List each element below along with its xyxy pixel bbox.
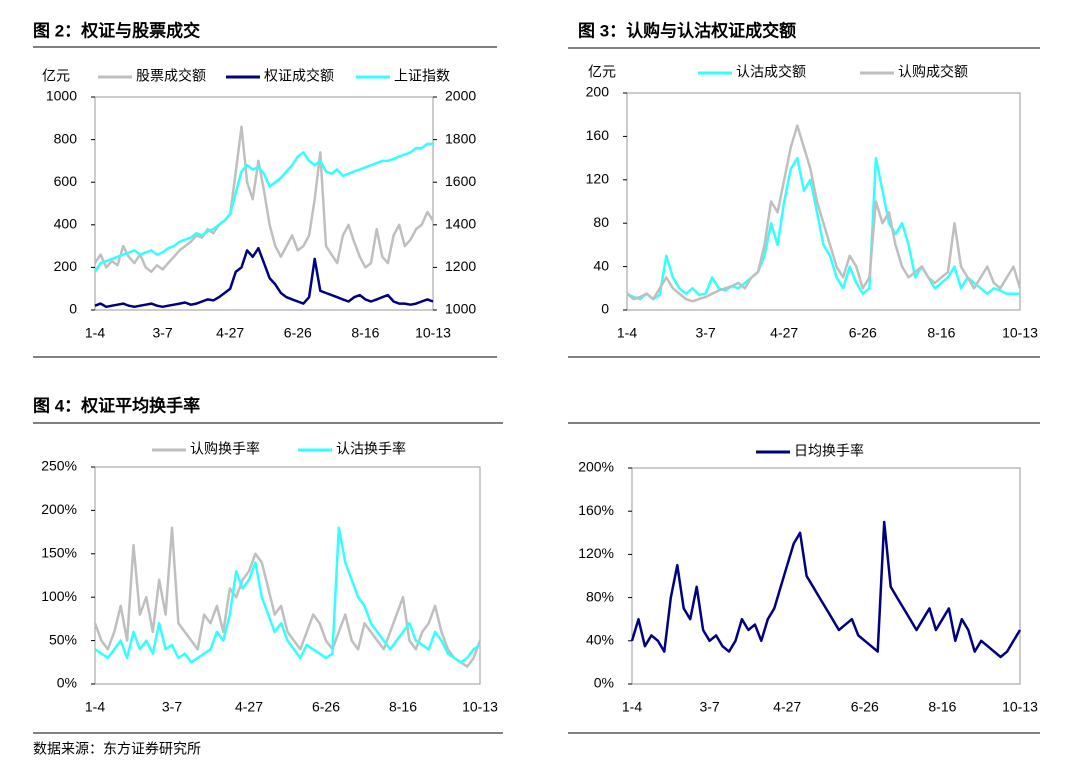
x-tick-label: 8-16 [389, 699, 417, 715]
series-line [93, 526, 482, 668]
series-line [93, 125, 435, 273]
y2-tick-label: 1400 [445, 216, 476, 232]
y-tick-label: 100% [41, 588, 77, 604]
y2-tick-label: 1800 [445, 130, 476, 146]
y-tick-label: 0 [601, 301, 609, 317]
x-tick-label: 1-4 [617, 325, 637, 341]
legend-label: 认购换手率 [190, 441, 260, 457]
y-tick-label: 200 [54, 258, 78, 274]
x-tick-label: 1-4 [85, 699, 105, 715]
y-tick-label: 600 [54, 173, 78, 189]
plot-frame [94, 466, 481, 685]
y-tick-label: 50% [49, 631, 77, 647]
y-tick-label: 800 [54, 130, 78, 146]
y-axis-unit: 亿元 [588, 64, 616, 80]
x-tick-label: 8-16 [927, 325, 955, 341]
legend-label: 认沽换手率 [336, 441, 406, 457]
y-tick-label: 0% [594, 675, 614, 691]
y-tick-label: 150% [41, 545, 77, 561]
y-tick-label: 160 [586, 127, 610, 143]
x-tick-label: 1-4 [622, 699, 642, 715]
y-tick-label: 200 [586, 84, 610, 100]
plot-frame [626, 92, 1021, 311]
x-tick-label: 10-13 [415, 325, 451, 341]
x-tick-label: 8-16 [351, 325, 379, 341]
y-tick-label: 120 [586, 171, 610, 187]
series-line [94, 246, 434, 309]
x-tick-label: 3-7 [695, 325, 715, 341]
y-tick-label: 250% [41, 458, 77, 474]
y-tick-label: 1000 [46, 88, 77, 104]
series-line [94, 526, 481, 664]
series-line [630, 520, 1022, 659]
y-tick-label: 80 [593, 214, 609, 230]
x-tick-label: 4-27 [216, 325, 244, 341]
y-tick-label: 80% [586, 588, 614, 604]
y2-tick-label: 1600 [445, 173, 476, 189]
y-tick-label: 160% [578, 502, 614, 518]
plot-frame [94, 96, 434, 311]
x-tick-label: 6-26 [851, 699, 879, 715]
chart-title: 图 3：认购与认沽权证成交额 [578, 20, 796, 40]
y-tick-label: 40% [586, 632, 614, 648]
x-tick-label: 8-16 [928, 699, 956, 715]
chart-title: 图 2：权证与股票成交 [33, 20, 200, 40]
x-tick-label: 10-13 [462, 699, 498, 715]
plot-frame [631, 467, 1021, 685]
y-tick-label: 0% [57, 675, 77, 691]
legend-label: 认沽成交额 [736, 64, 806, 80]
y-tick-label: 40 [593, 257, 609, 273]
legend-label: 认购成交额 [898, 64, 968, 80]
x-tick-label: 4-27 [235, 699, 263, 715]
x-tick-label: 6-26 [312, 699, 340, 715]
series-line [626, 156, 1020, 301]
x-tick-label: 4-27 [773, 699, 801, 715]
legend-label: 权证成交额 [264, 68, 334, 84]
y2-tick-label: 2000 [445, 88, 476, 104]
series-line [93, 142, 433, 273]
y-tick-label: 400 [54, 216, 78, 232]
x-tick-label: 1-4 [85, 325, 105, 341]
y-axis-unit: 亿元 [42, 68, 70, 84]
y-tick-label: 200% [41, 501, 77, 517]
legend-label: 股票成交额 [136, 68, 206, 84]
x-tick-label: 6-26 [849, 325, 877, 341]
legend-label: 日均换手率 [794, 443, 864, 459]
chart-title: 图 4：权证平均换手率 [33, 395, 200, 415]
source-note: 数据来源：东方证券研究所 [33, 741, 201, 757]
x-tick-label: 10-13 [1002, 325, 1038, 341]
series-line [626, 124, 1022, 303]
x-tick-label: 3-7 [162, 699, 182, 715]
y-tick-label: 120% [578, 545, 614, 561]
x-tick-label: 3-7 [699, 699, 719, 715]
x-tick-label: 3-7 [152, 325, 172, 341]
y2-tick-label: 1200 [445, 258, 476, 274]
y2-tick-label: 1000 [445, 301, 476, 317]
y-tick-label: 0 [69, 301, 77, 317]
legend-label: 上证指数 [394, 68, 450, 84]
y-tick-label: 200% [578, 459, 614, 475]
x-tick-label: 6-26 [284, 325, 312, 341]
x-tick-label: 4-27 [770, 325, 798, 341]
x-tick-label: 10-13 [1002, 699, 1038, 715]
